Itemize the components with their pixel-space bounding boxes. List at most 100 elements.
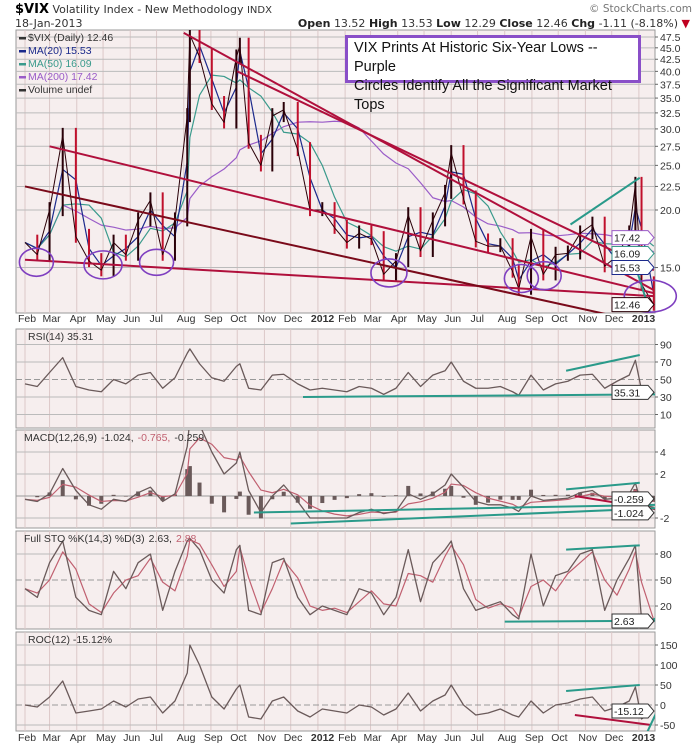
- macd-histogram-bar: [510, 496, 515, 500]
- macd-histogram-bar: [406, 485, 411, 496]
- legend-swatch-volume: [19, 89, 26, 92]
- y-tick-label: 35.0: [660, 93, 681, 105]
- indicator-label: RSI(14) 35.31: [28, 331, 94, 343]
- rsi-trendline: [565, 354, 640, 372]
- x-tick-label: Aug: [177, 732, 196, 744]
- macd-histogram-bar: [60, 480, 65, 496]
- x-tick-label: 2012: [311, 313, 335, 325]
- macd-histogram-bar: [234, 496, 239, 499]
- macd-histogram-bar: [308, 496, 313, 509]
- value-badge: -15.12: [611, 703, 655, 719]
- macd-histogram-bar: [209, 496, 214, 504]
- macd-histogram-bar: [344, 496, 349, 499]
- badge-label: 15.53: [614, 263, 640, 275]
- x-tick-label: Feb: [18, 732, 36, 744]
- x-tick-label: Jun: [444, 313, 461, 325]
- sto-legend: Full STO %K(14,3) %D(3) 2.63, 2.88: [24, 533, 197, 545]
- chart-title: $VIX Volatility Index - New Methodology …: [15, 2, 272, 17]
- sto-trendline: [566, 544, 640, 551]
- market-top-circle: [623, 279, 678, 313]
- macd-histogram-bar: [281, 491, 286, 496]
- y-tick-label: 2: [660, 469, 666, 481]
- x-tick-label: Dec: [605, 313, 624, 325]
- macd-histogram-bar: [270, 496, 275, 500]
- macd-legend-hist_value: -0.259: [174, 432, 204, 444]
- macd-legend: MACD(12,26,9) -1.024, -0.765, -0.259: [24, 432, 204, 444]
- macd-histogram-bar: [369, 493, 374, 496]
- x-tick-label: Jul: [471, 313, 484, 325]
- high-value: 13.53: [401, 17, 433, 30]
- y-tick-label: 40.0: [660, 66, 681, 78]
- value-badge: 12.46: [611, 297, 655, 313]
- price-trendline: [183, 31, 655, 291]
- price-line: [24, 34, 655, 305]
- x-tick-label: May: [96, 313, 117, 325]
- annotation-line-2: Circles Identify All the Significant Mar…: [354, 78, 612, 113]
- y-tick-label: 50: [660, 680, 672, 692]
- x-tick-label: Jul: [150, 732, 163, 744]
- macd-histogram-bar: [160, 496, 165, 501]
- macd-histogram-bar: [320, 496, 325, 504]
- y-tick-label: 15.0: [660, 263, 681, 275]
- down-triangle-icon: ▼: [681, 17, 690, 30]
- legend-swatch-ma50: [19, 63, 26, 66]
- x-tick-label: Nov: [257, 732, 276, 744]
- x-tick-label: Dec: [284, 732, 303, 744]
- macd-histogram-bar: [565, 494, 570, 496]
- y-tick-label: 45.0: [660, 43, 681, 55]
- macd-histogram-bar: [99, 496, 104, 504]
- y-tick-label: 100: [660, 660, 678, 672]
- y-tick-label: 37.5: [660, 79, 681, 91]
- badge-label: -15.12: [614, 706, 644, 718]
- indicator-label: ROC(12) -15.12%: [28, 634, 112, 646]
- x-tick-label: Mar: [364, 313, 383, 325]
- macd-histogram-bar: [258, 496, 263, 519]
- x-tick-label: 2013: [632, 313, 656, 325]
- x-tick-label: Apr: [70, 313, 87, 325]
- high-label: High: [368, 17, 398, 30]
- x-tick-label: Oct: [230, 313, 246, 325]
- y-tick-label: 42.5: [660, 54, 681, 66]
- y-tick-label: 10: [660, 410, 672, 422]
- market-top-circle: [83, 250, 123, 280]
- y-tick-label: 30.0: [660, 124, 681, 136]
- x-tick-label: Jun: [444, 732, 461, 744]
- x-tick-label: Feb: [338, 732, 356, 744]
- legend-ma50: MA(50) 16.09: [28, 58, 92, 70]
- legend-price: $VIX (Daily) 12.46: [28, 32, 113, 44]
- macd-histogram-bar: [222, 496, 227, 513]
- y-tick-label: 32.5: [660, 108, 681, 120]
- y-tick-label: 20.0: [660, 205, 681, 217]
- y-tick-label: 22.5: [660, 181, 681, 193]
- panel-roc: [15, 631, 656, 732]
- macd-histogram-bar: [237, 491, 242, 496]
- x-tick-label: Sep: [204, 732, 223, 744]
- annotation-line-1: VIX Prints At Historic Six-Year Lows -- …: [354, 40, 598, 75]
- macd-histogram-bar: [449, 485, 454, 496]
- x-tick-label: Aug: [177, 313, 196, 325]
- x-tick-label: 2012: [311, 732, 335, 744]
- x-tick-label: Oct: [551, 732, 567, 744]
- legend-swatch-ma20: [19, 50, 26, 53]
- y-tick-label: -50: [660, 720, 675, 732]
- macd-line: [24, 430, 654, 519]
- macd-histogram-bar: [541, 494, 546, 496]
- roc-line: [24, 644, 655, 720]
- value-badge: -0.259: [611, 491, 655, 507]
- roc-trendline: [646, 713, 655, 731]
- y-tick-label: 27.5: [660, 141, 681, 153]
- open-value: 13.52: [333, 17, 366, 30]
- macd-trendline: [253, 503, 655, 514]
- macd-trendline: [566, 481, 640, 491]
- panel-macd-plot: [16, 430, 655, 528]
- x-tick-label: Apr: [391, 313, 408, 325]
- macd-histogram-bar: [185, 469, 190, 496]
- legend-swatch-price: [19, 37, 26, 40]
- badge-frame: [611, 260, 655, 276]
- y-tick-label: 70: [660, 357, 672, 369]
- x-tick-label: Feb: [338, 313, 356, 325]
- annotation-box: VIX Prints At Historic Six-Year Lows -- …: [345, 35, 641, 113]
- low-value: 12.29: [464, 17, 496, 30]
- price-trendline: [24, 185, 606, 313]
